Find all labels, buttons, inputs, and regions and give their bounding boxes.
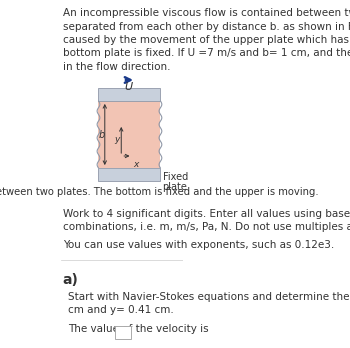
Bar bbox=[98, 168, 160, 181]
Text: Start with Navier-Stokes equations and determine the velocity at the point x = 3: Start with Navier-Stokes equations and d… bbox=[68, 292, 350, 301]
Text: plate: plate bbox=[162, 182, 187, 192]
Text: y: y bbox=[114, 135, 119, 144]
Text: Fixed: Fixed bbox=[162, 172, 188, 182]
Text: in the flow direction.: in the flow direction. bbox=[63, 62, 170, 72]
Text: separated from each other by distance b. as shown in Figure 1. The flow is: separated from each other by distance b.… bbox=[63, 22, 350, 32]
Bar bbox=[98, 88, 160, 101]
Text: bottom plate is fixed. If U =7 m/s and b= 1 cm, and there is no pressure gradien: bottom plate is fixed. If U =7 m/s and b… bbox=[63, 48, 350, 58]
Text: Work to 4 significant digits. Enter all values using base units or their: Work to 4 significant digits. Enter all … bbox=[63, 209, 350, 219]
Text: a): a) bbox=[63, 274, 79, 287]
Bar bbox=[98, 101, 160, 168]
Text: Fig Q1: Flow between two plates. The bottom is fixed and the upper is moving.: Fig Q1: Flow between two plates. The bot… bbox=[0, 187, 318, 197]
Text: The value of the velocity is: The value of the velocity is bbox=[68, 324, 209, 334]
Text: caused by the movement of the upper plate which has a velocity U, while the: caused by the movement of the upper plat… bbox=[63, 35, 350, 45]
Text: U: U bbox=[125, 82, 133, 92]
Text: cm and y= 0.41 cm.: cm and y= 0.41 cm. bbox=[68, 305, 174, 315]
Text: An incompressible viscous flow is contained between two parallel plates: An incompressible viscous flow is contai… bbox=[63, 8, 350, 18]
Bar bbox=[114, 325, 131, 339]
Text: combinations, i.e. m, m/s, Pa, N. Do not use multiples as e.g. mm, kPa.: combinations, i.e. m, m/s, Pa, N. Do not… bbox=[63, 222, 350, 232]
Text: x: x bbox=[133, 160, 139, 169]
Text: You can use values with exponents, such as 0.12e3.: You can use values with exponents, such … bbox=[63, 240, 334, 250]
Text: b: b bbox=[99, 129, 105, 140]
